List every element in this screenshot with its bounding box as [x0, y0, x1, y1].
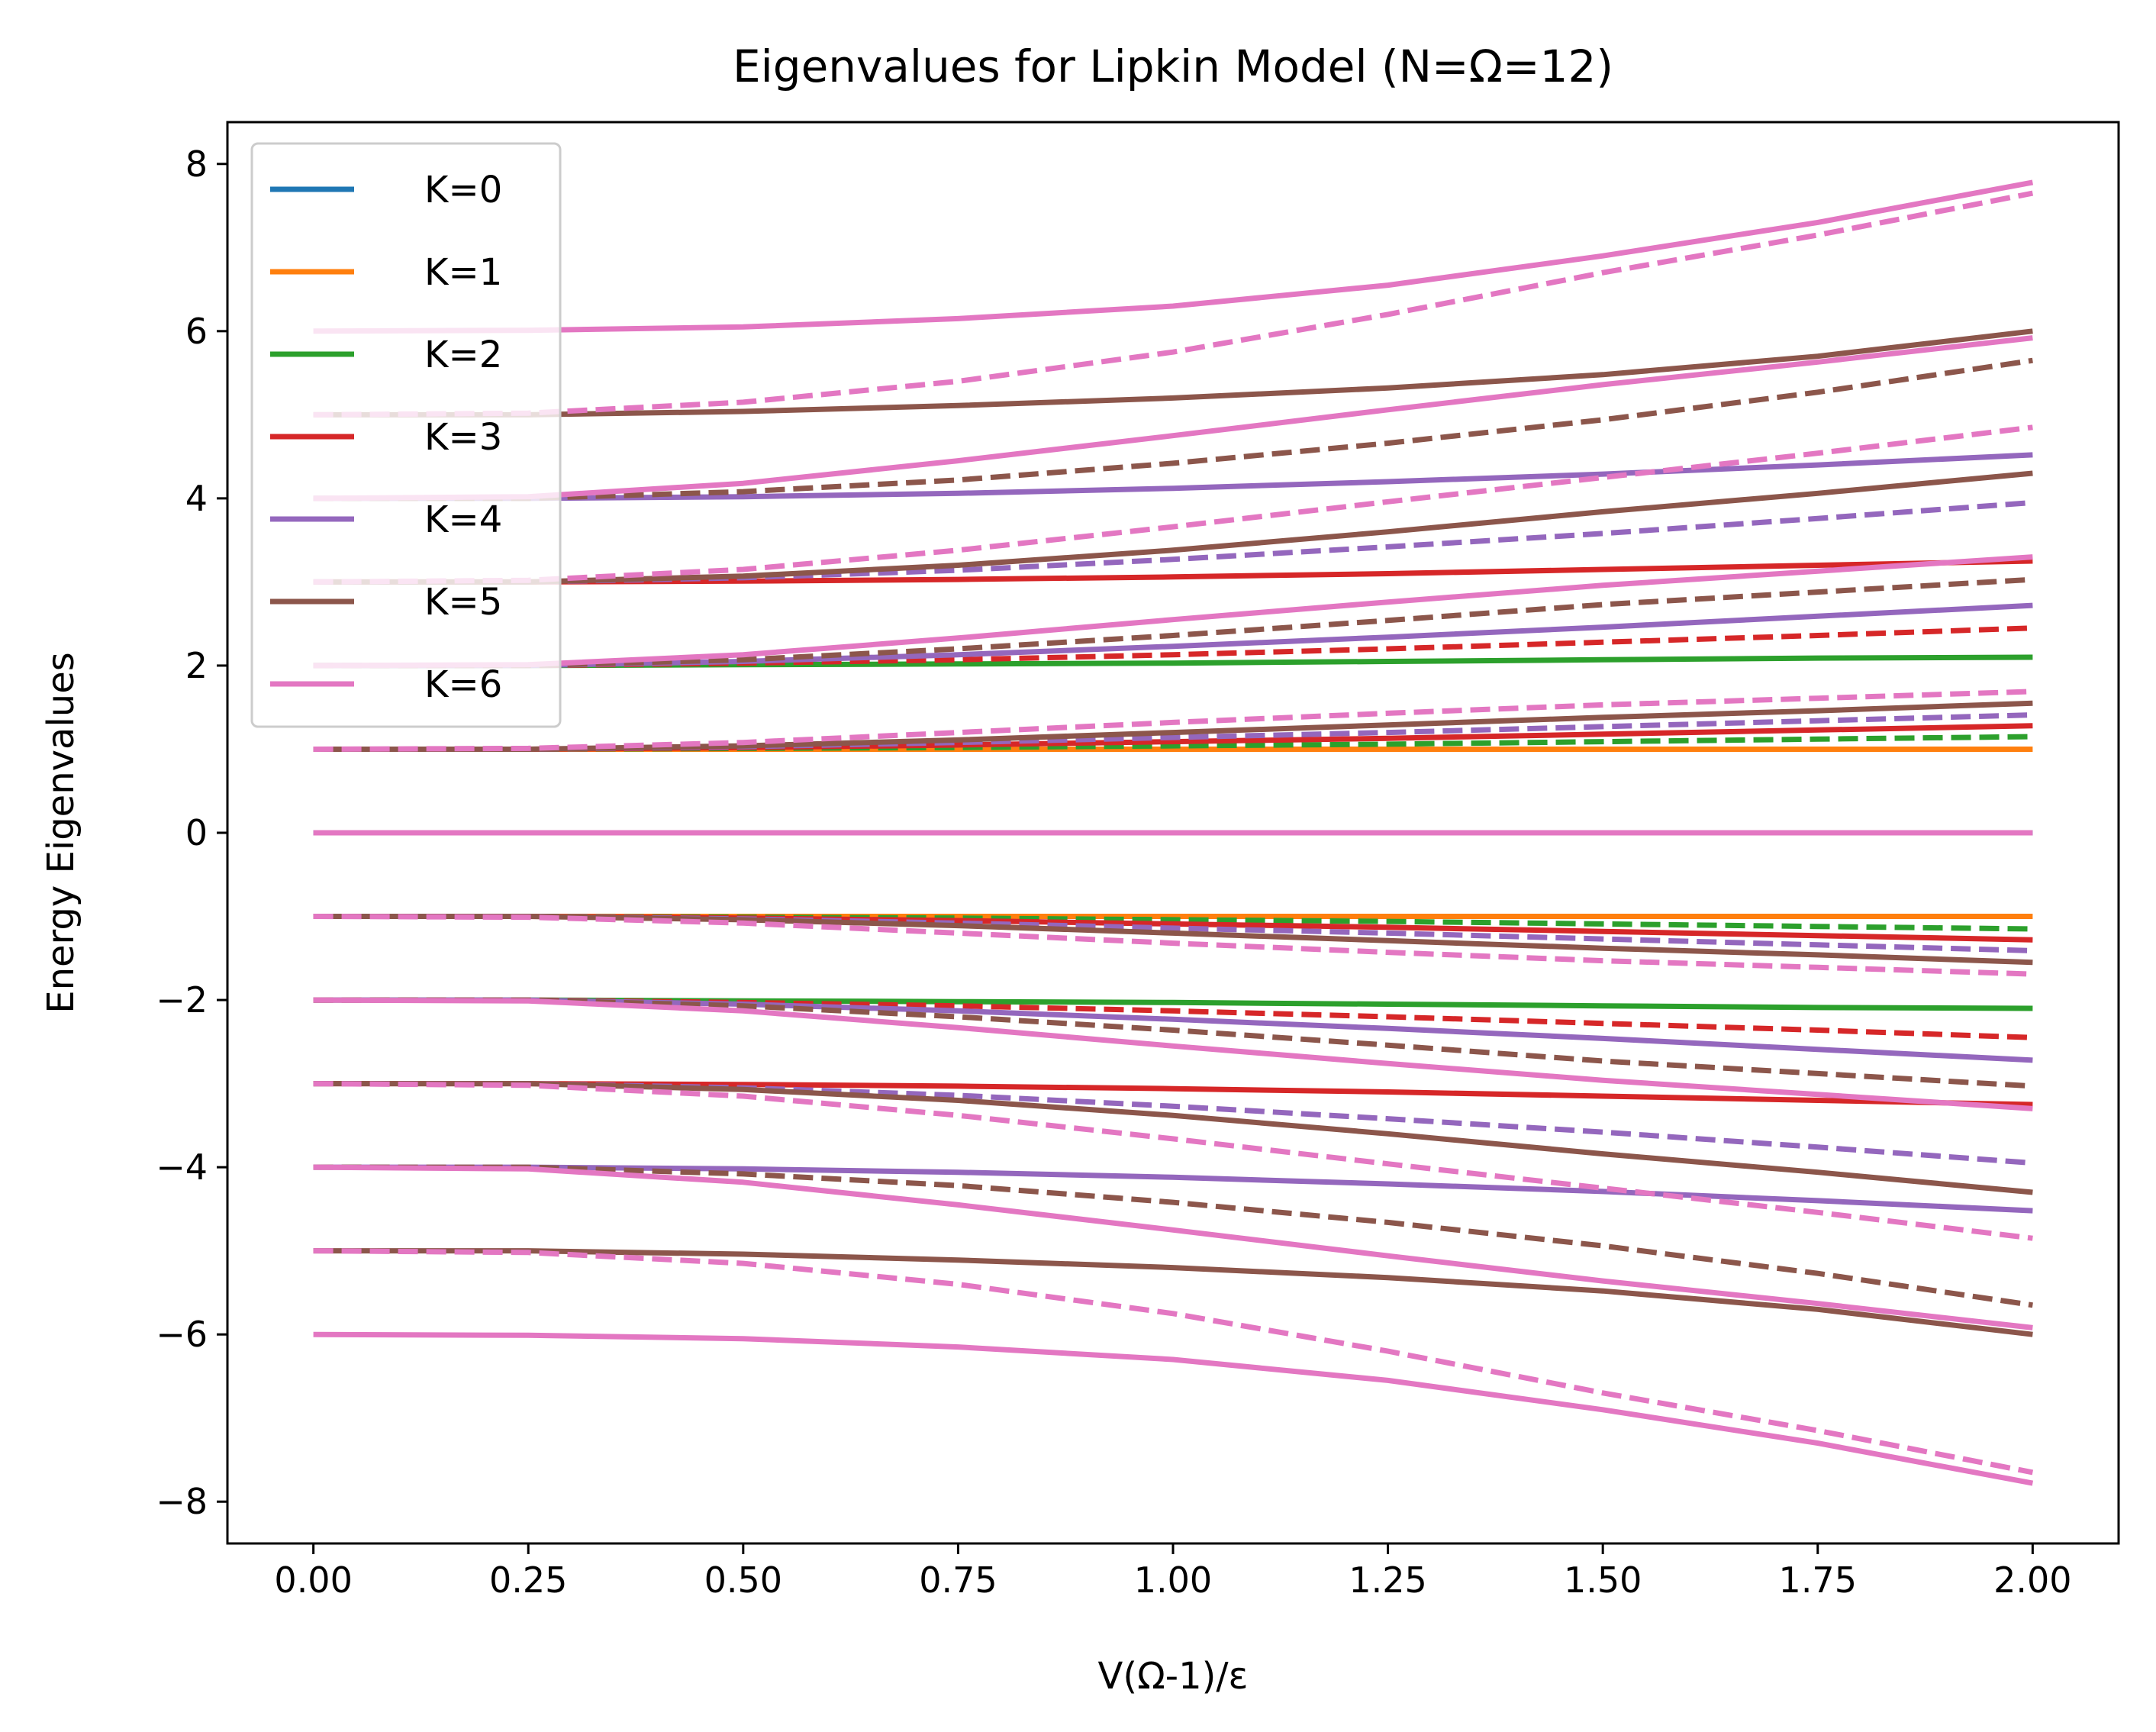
chart-title: Eigenvalues for Lipkin Model (N=Ω=12)	[733, 40, 1613, 92]
x-axis-label: V(Ω-1)/ε	[1098, 1655, 1249, 1698]
series-line-branch-29	[313, 1164, 2033, 1308]
series-line-branch-35	[313, 554, 2033, 669]
series-line-branch-39	[313, 997, 2033, 1111]
y-tick-label: 6	[185, 311, 208, 352]
y-axis-label: Energy Eigenvalues	[40, 652, 82, 1014]
legend: K=0 K=1 K=2 K=3 K=4 K=5 K=6	[250, 142, 562, 728]
y-tick-label: 4	[185, 478, 208, 519]
series-line-branch-38	[313, 914, 2033, 977]
legend-label-k5: K=5	[424, 581, 502, 624]
legend-label-k2: K=2	[424, 334, 502, 376]
series-line-branch-28	[313, 1081, 2033, 1195]
x-tick-label: 1.75	[1779, 1559, 1857, 1601]
x-tick-label: 0.25	[489, 1559, 567, 1601]
legend-box	[250, 142, 562, 728]
axes-frame	[226, 121, 2120, 1545]
y-tick-label: 8	[185, 144, 208, 185]
series-line-branch-40	[313, 1081, 2033, 1241]
x-tick-label: 0.75	[919, 1559, 997, 1601]
y-tick-label: 2	[185, 645, 208, 686]
series-line-branch-23	[313, 470, 2033, 585]
series-line-branch-33	[313, 335, 2033, 502]
y-tick-label: −2	[156, 979, 208, 1021]
series-line-branch-22	[313, 357, 2033, 502]
x-tick-label: 2.00	[1993, 1559, 2071, 1601]
series-line-k5-21	[313, 328, 2033, 418]
legend-label-k3: K=3	[424, 416, 502, 459]
y-tick-label: −8	[156, 1481, 208, 1522]
legend-label-k0: K=0	[424, 169, 502, 211]
legend-label-k6: K=6	[424, 663, 502, 706]
y-tick-label: −6	[156, 1314, 208, 1355]
series-line-branch-34	[313, 424, 2033, 585]
series-line-branch-32	[313, 190, 2034, 418]
series-line-branch-30	[313, 1248, 2033, 1337]
y-tick-label: −4	[156, 1147, 208, 1188]
x-tick-label: 0.50	[704, 1559, 782, 1601]
series-line-branch-41	[313, 1164, 2033, 1330]
x-tick-label: 0.00	[274, 1559, 352, 1601]
y-tick-label: 0	[185, 812, 208, 853]
legend-label-k4: K=4	[424, 498, 502, 541]
series-line-branch-42	[313, 1248, 2034, 1476]
plot-area	[313, 179, 2034, 1486]
axis-ticks: 0.00 0.25 0.50 0.75 1.00 1.25 1.50 1.75 2.00 −8 −6…	[156, 144, 2071, 1601]
series-line-branch-43	[313, 1331, 2034, 1486]
x-tick-label: 1.00	[1134, 1559, 1212, 1601]
x-tick-label: 1.25	[1349, 1559, 1426, 1601]
x-tick-label: 1.50	[1564, 1559, 1642, 1601]
series-line-branch-36	[313, 689, 2033, 752]
legend-label-k1: K=1	[424, 251, 502, 294]
series-line-k6-31	[313, 179, 2034, 334]
